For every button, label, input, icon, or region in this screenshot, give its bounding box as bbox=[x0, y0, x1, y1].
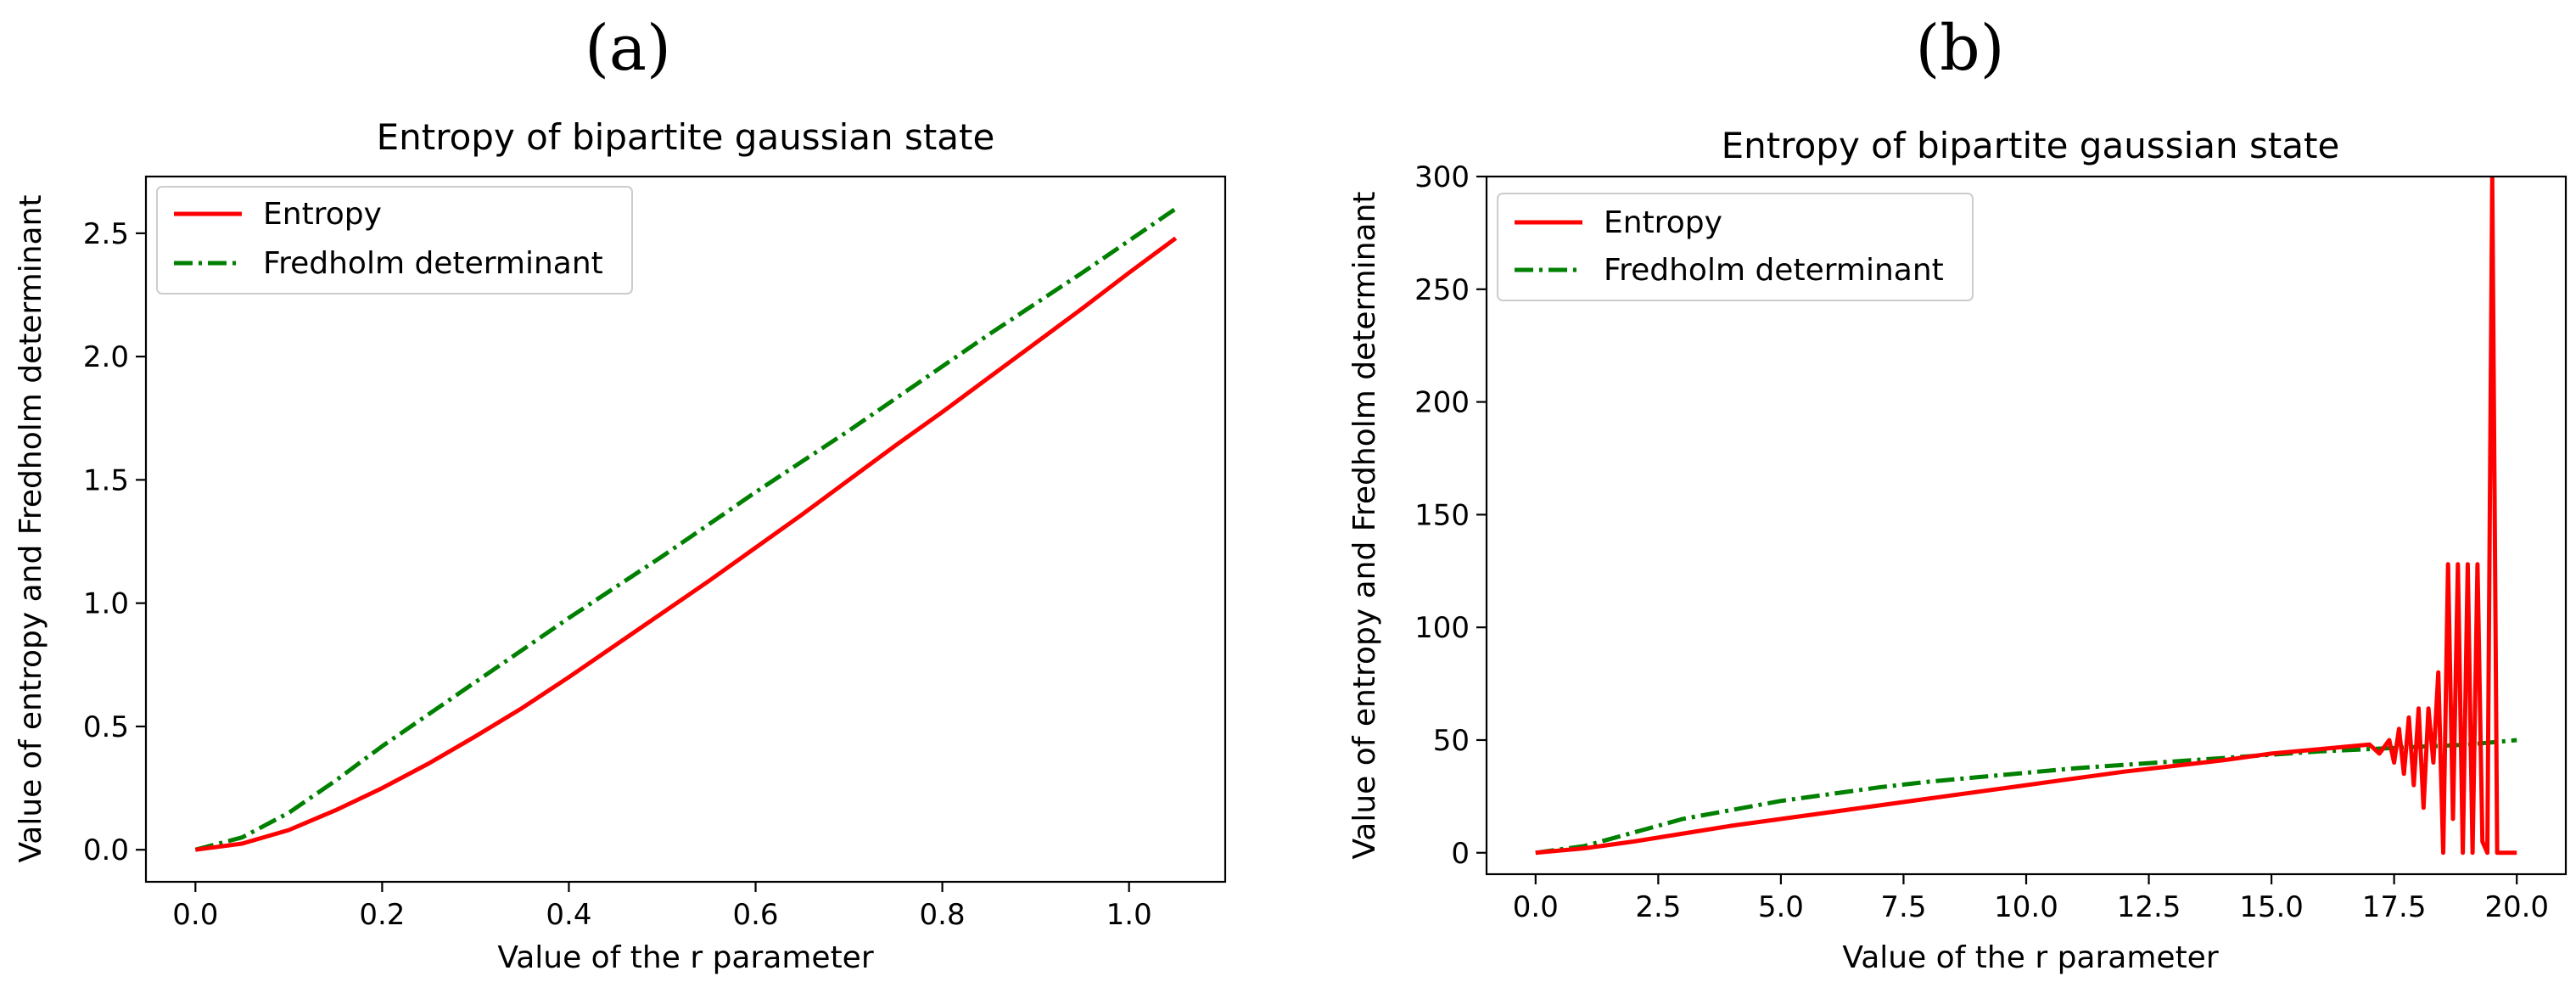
panel-b-y-tick-label: 250 bbox=[1414, 273, 1470, 307]
panel-a-x-tick-label: 1.0 bbox=[1106, 898, 1152, 932]
panel-a-legend-box bbox=[156, 186, 633, 295]
panel-a-x-axis-label: Value of the r parameter bbox=[497, 940, 873, 975]
panel-b-legend-label-entropy: Entropy bbox=[1604, 205, 1722, 240]
panel-a-x-tick-label: 0.2 bbox=[359, 898, 405, 932]
panel-b-legend: Entropy Fredholm determinant bbox=[1497, 193, 1974, 301]
panel-b-x-tick-label: 20.0 bbox=[2484, 890, 2549, 924]
panel-a-legend: Entropy Fredholm determinant bbox=[156, 186, 633, 295]
panel-b-axes-frame bbox=[1485, 175, 2568, 876]
panel-b-y-tick-label: 0 bbox=[1451, 837, 1470, 871]
panel-a-y-tick-label: 2.0 bbox=[83, 340, 129, 374]
panel-b-x-tick-label: 12.5 bbox=[2117, 890, 2181, 924]
panel-a: (a) Entropy of bipartite gaussian state … bbox=[14, 12, 1227, 975]
panel-b-x-tick-label: 15.0 bbox=[2239, 890, 2304, 924]
panel-a-x-tick-label: 0.0 bbox=[172, 898, 218, 932]
panel-b: (b) Entropy of bipartite gaussian state … bbox=[1347, 12, 2568, 975]
panel-a-y-axis-label: Value of entropy and Fredholm determinan… bbox=[14, 194, 48, 862]
panel-a-y-tick-label: 1.5 bbox=[83, 463, 129, 497]
panel-b-x-tick-label: 5.0 bbox=[1758, 890, 1804, 924]
panel-a-series-entropy-line bbox=[194, 236, 1178, 852]
panel-a-y-tick-label: 1.0 bbox=[83, 587, 129, 621]
panel-a-x-tick-label: 0.4 bbox=[546, 898, 591, 932]
panel-a-axes-frame bbox=[144, 175, 1227, 884]
panel-b-y-tick-label: 300 bbox=[1414, 160, 1470, 194]
panel-a-legend-label-fredholm: Fredholm determinant bbox=[263, 246, 603, 281]
panel-b-title: Entropy of bipartite gaussian state bbox=[1722, 125, 2340, 166]
panel-a-series bbox=[194, 206, 1178, 852]
panel-a-y-tick-label: 0.5 bbox=[83, 710, 129, 744]
panel-b-y-tick-label: 200 bbox=[1414, 386, 1470, 420]
panel-b-label: (b) bbox=[1915, 12, 2004, 85]
panel-a-x-tick-label: 0.6 bbox=[732, 898, 778, 932]
panel-b-y-tick-label: 100 bbox=[1414, 611, 1470, 645]
panel-b-y-tick-label: 50 bbox=[1433, 724, 1470, 758]
panel-b-x-tick-label: 7.5 bbox=[1880, 890, 1926, 924]
panel-b-series-fredholm-line bbox=[1535, 738, 2517, 856]
panel-a-ticks: 0.0 0.2 0.4 0.6 0.8 1.0 0.0 0.5 1.0 1.5 2.0 2.5 bbox=[83, 217, 1152, 932]
panel-a-legend-label-entropy: Entropy bbox=[263, 197, 382, 232]
panel-b-y-tick-label: 150 bbox=[1414, 498, 1470, 532]
panel-b-y-axis-label: Value of entropy and Fredholm determinan… bbox=[1347, 191, 1382, 859]
panel-a-series-fredholm-line bbox=[194, 206, 1178, 852]
panel-b-x-tick-label: 0.0 bbox=[1513, 890, 1559, 924]
panel-b-series-entropy-line bbox=[1535, 177, 2517, 856]
panel-b-legend-box bbox=[1497, 193, 1974, 301]
panel-b-legend-label-fredholm: Fredholm determinant bbox=[1604, 253, 1944, 288]
panel-a-x-tick-label: 0.8 bbox=[920, 898, 966, 932]
panel-a-title: Entropy of bipartite gaussian state bbox=[377, 116, 995, 158]
panel-b-series bbox=[1535, 177, 2517, 856]
panel-a-label: (a) bbox=[585, 12, 671, 85]
panel-a-y-tick-label: 2.5 bbox=[83, 217, 129, 251]
panel-b-x-tick-label: 10.0 bbox=[1994, 890, 2058, 924]
panel-b-x-axis-label: Value of the r parameter bbox=[1842, 940, 2218, 975]
panel-b-x-tick-label: 17.5 bbox=[2362, 890, 2427, 924]
panel-a-y-tick-label: 0.0 bbox=[83, 833, 129, 867]
panel-b-ticks: 0.0 2.5 5.0 7.5 10.0 12.5 15.0 17.5 20.0 0 50 100 15… bbox=[1414, 160, 2549, 924]
panel-b-x-tick-label: 2.5 bbox=[1635, 890, 1681, 924]
